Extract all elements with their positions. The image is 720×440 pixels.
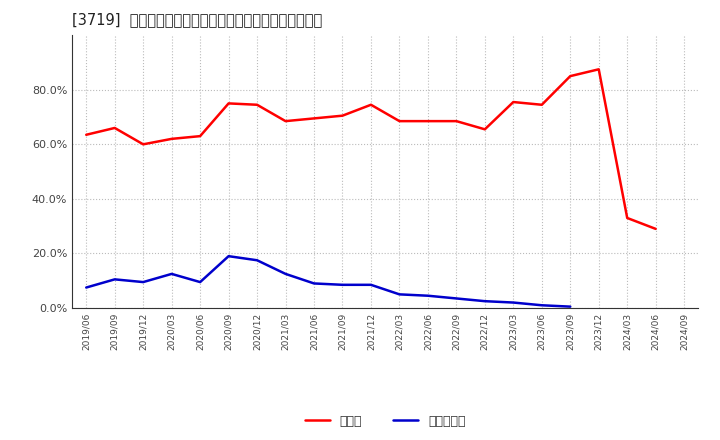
有利子負債 [139,279,148,285]
現預金 [423,118,432,124]
現預金 [139,142,148,147]
有利子負債 [110,277,119,282]
有利子負債 [480,299,489,304]
Line: 現預金: 現預金 [86,69,656,229]
有利子負債 [338,282,347,287]
有利子負債 [509,300,518,305]
Legend: 現預金, 有利子負債: 現預金, 有利子負債 [300,410,471,433]
現預金 [82,132,91,137]
現預金 [395,118,404,124]
現預金 [338,113,347,118]
有利子負債 [82,285,91,290]
現預金 [196,133,204,139]
現預金 [310,116,318,121]
現預金 [566,73,575,79]
有利子負債 [225,253,233,259]
有利子負債 [566,304,575,309]
有利子負債 [310,281,318,286]
有利子負債 [366,282,375,287]
現預金 [167,136,176,142]
現預金 [652,226,660,231]
有利子負債 [253,258,261,263]
現預金 [282,118,290,124]
有利子負債 [282,271,290,276]
Text: [3719]  現預金、有利子負債の総資産に対する比率の推移: [3719] 現預金、有利子負債の総資産に対する比率の推移 [72,12,323,27]
現預金 [595,66,603,72]
有利子負債 [537,303,546,308]
現預金 [623,215,631,220]
現預金 [253,102,261,107]
現預金 [480,127,489,132]
現預金 [537,102,546,107]
現預金 [509,99,518,105]
現預金 [452,118,461,124]
Line: 有利子負債: 有利子負債 [86,256,570,307]
有利子負債 [196,279,204,285]
現預金 [225,101,233,106]
有利子負債 [423,293,432,298]
有利子負債 [167,271,176,276]
現預金 [110,125,119,131]
有利子負債 [395,292,404,297]
有利子負債 [452,296,461,301]
現預金 [366,102,375,107]
